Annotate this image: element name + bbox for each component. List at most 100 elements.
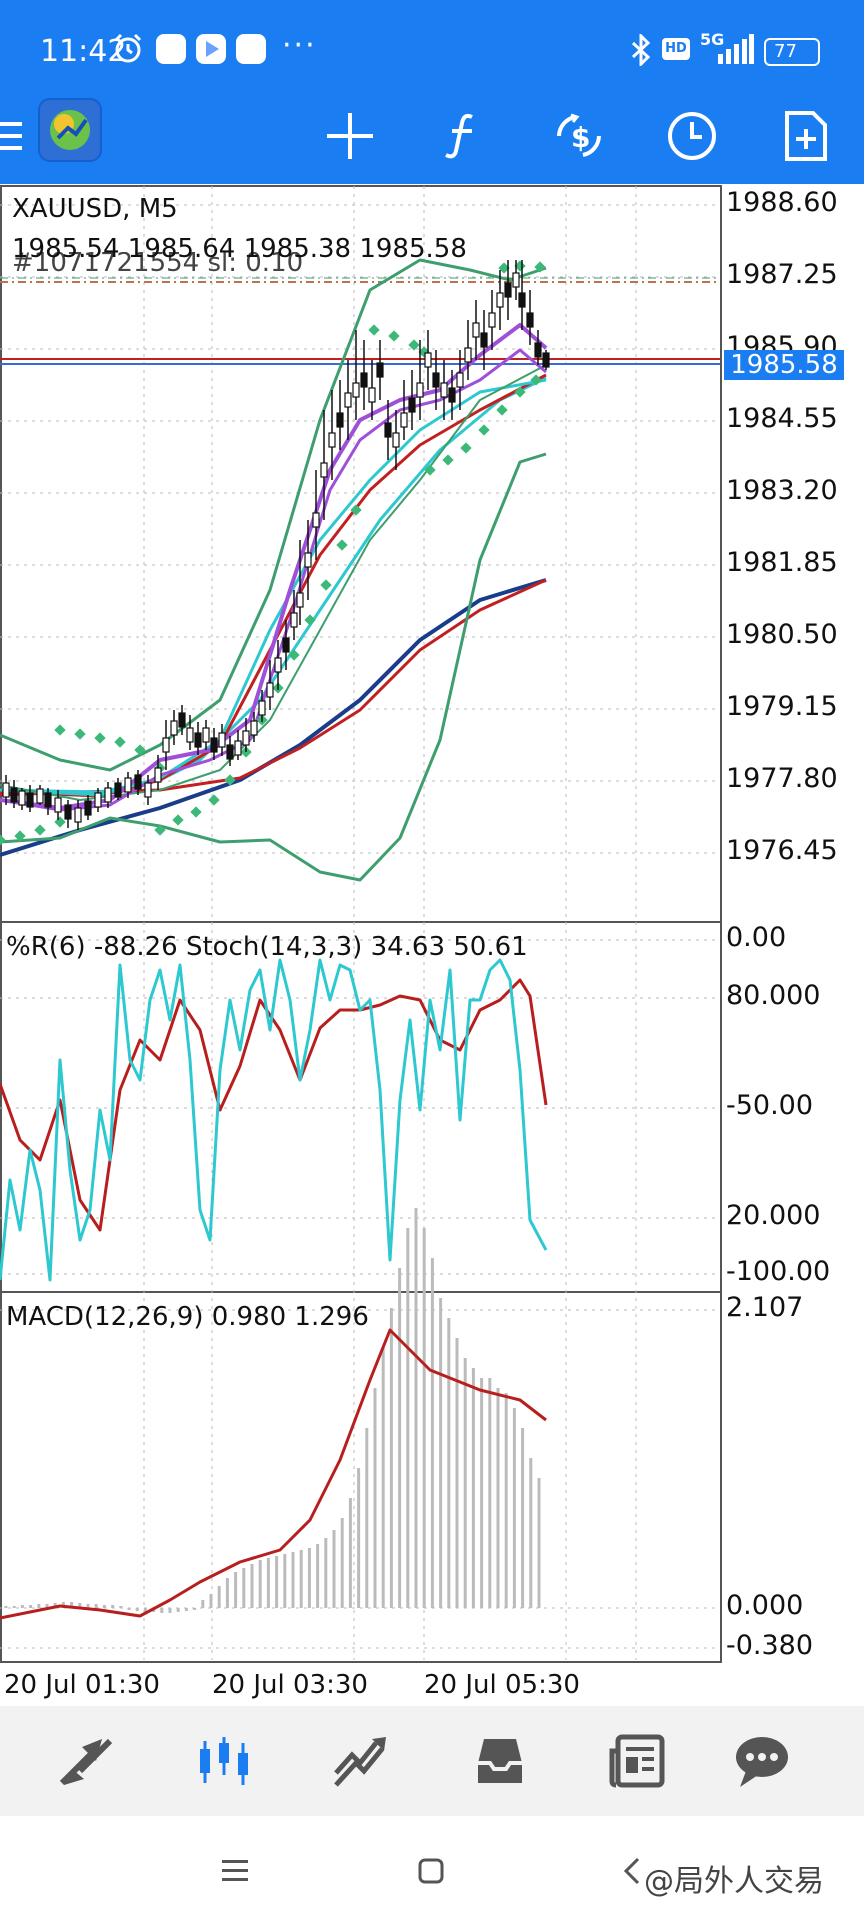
candle-body <box>512 272 520 288</box>
nav-messages[interactable] <box>722 1726 802 1796</box>
candle-body <box>290 612 298 628</box>
sar-dot <box>478 424 490 436</box>
symbols-button[interactable]: $ <box>544 104 614 168</box>
candle-body <box>218 732 226 748</box>
back-button[interactable] <box>612 1846 652 1896</box>
sar-dot <box>514 260 526 272</box>
recents-button[interactable] <box>210 1846 260 1896</box>
price-tick-label: 1980.50 <box>726 619 838 650</box>
candle-body <box>124 777 132 793</box>
candle-body <box>320 462 328 478</box>
candle-body <box>104 787 112 803</box>
sar-dot <box>208 794 220 806</box>
news-icon <box>609 1734 665 1788</box>
candle-body <box>250 720 258 736</box>
williams-r-line <box>0 958 548 1282</box>
candle-body <box>202 727 210 743</box>
menu-button[interactable] <box>0 106 24 166</box>
menu-icon <box>222 1860 248 1881</box>
indicators-button[interactable] <box>430 104 494 168</box>
watermark-text: @局外人交易 <box>644 1864 824 1899</box>
nav-trade[interactable] <box>322 1726 402 1796</box>
watermark: @局外人交易 <box>644 1856 824 1900</box>
crosshair-button[interactable] <box>318 104 382 168</box>
sar-dot <box>530 374 542 386</box>
candle-body <box>526 312 534 328</box>
candle-body <box>186 727 194 743</box>
bollinger-lower-line <box>0 452 547 882</box>
sar-dot <box>496 404 508 416</box>
nav-chart[interactable] <box>184 1726 264 1796</box>
nav-quotes[interactable] <box>46 1726 126 1796</box>
macd-label: MACD(12,26,9) 0.980 1.296 <box>6 1302 369 1332</box>
sar-dot <box>408 339 420 351</box>
price-tick-label: 1984.55 <box>726 403 838 434</box>
macd-tick-label: 0.000 <box>726 1590 804 1621</box>
chart-area[interactable]: XAUUSD, M5 #1071721554 sl: 0.10 1985.54 … <box>0 184 864 1704</box>
ticket-label: #1071721554 sl: 0.10 <box>12 252 304 274</box>
candle-body <box>282 637 290 653</box>
candle-body <box>94 792 102 808</box>
ma-navy-line <box>0 578 547 857</box>
candle-body <box>64 804 72 820</box>
candle-body <box>170 720 178 736</box>
candle-body <box>162 737 170 753</box>
sar-dot <box>54 816 66 828</box>
candle-body <box>178 712 186 728</box>
sar-dot <box>424 464 436 476</box>
clock-icon <box>668 112 716 160</box>
candle-body <box>296 592 304 608</box>
candle-body <box>26 792 34 808</box>
price-tick-label: 1988.60 <box>726 187 838 218</box>
sar-dot <box>190 806 202 818</box>
candle-body <box>408 397 416 413</box>
candle-body <box>74 807 82 823</box>
sar-dot <box>54 724 66 736</box>
candle-body <box>194 732 202 748</box>
sar-dot <box>320 579 332 591</box>
sar-dot <box>388 330 400 342</box>
sar-dot <box>460 442 472 454</box>
current-price: 1985.58 <box>730 350 838 380</box>
candle-body <box>464 347 472 363</box>
nav-news[interactable] <box>598 1726 678 1796</box>
candle-body <box>114 782 122 798</box>
candle-body <box>456 372 464 388</box>
macd-tick-label: 2.107 <box>726 1292 804 1323</box>
more-notifications: ··· <box>282 28 317 63</box>
chart-icon <box>200 1737 248 1785</box>
candle-body <box>226 744 234 760</box>
candle-body <box>518 292 526 308</box>
periods-button[interactable] <box>660 104 724 168</box>
back-icon <box>623 1857 640 1885</box>
candle-body <box>542 352 550 368</box>
sar-dot <box>114 736 126 748</box>
candle-body <box>54 797 62 813</box>
history-icon <box>478 1739 522 1783</box>
candle-body <box>304 552 312 568</box>
sar-dot <box>304 614 316 626</box>
candle-body <box>336 412 344 428</box>
home-button[interactable] <box>406 1846 456 1896</box>
sar-dot <box>534 261 546 273</box>
sar-dot <box>498 262 510 274</box>
candle-body <box>424 352 432 368</box>
messages-icon <box>736 1737 788 1787</box>
sar-dot <box>442 454 454 466</box>
candle-body <box>384 422 392 438</box>
signal-icon <box>718 34 754 64</box>
candle-body <box>416 382 424 398</box>
sar-dot <box>154 824 166 836</box>
chart-canvas[interactable] <box>0 184 864 1704</box>
macd-tick-label: -0.380 <box>726 1630 814 1661</box>
new-order-button[interactable] <box>774 104 838 168</box>
bollinger-upper-line <box>0 258 547 772</box>
osc-tick-label: 0.00 <box>726 922 787 953</box>
oscillator-label: %R(6) -88.26 Stoch(14,3,3) 34.63 50.61 <box>6 932 528 962</box>
candle-body <box>242 730 250 746</box>
sar-dot <box>34 824 46 836</box>
candle-body <box>312 512 320 528</box>
candle-body <box>480 332 488 348</box>
nav-history[interactable] <box>460 1726 540 1796</box>
sar-dot <box>514 386 526 398</box>
